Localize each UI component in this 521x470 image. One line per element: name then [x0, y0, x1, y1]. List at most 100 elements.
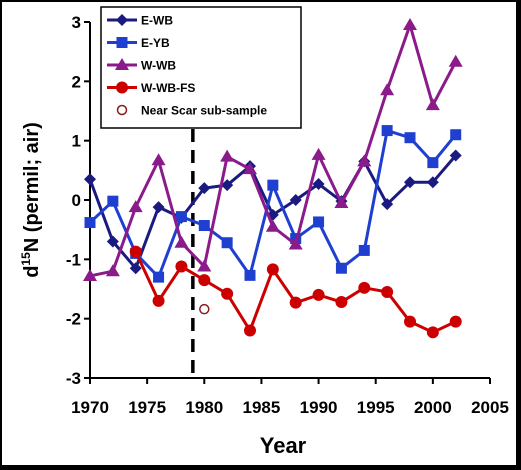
series-near-scar — [199, 303, 210, 315]
data-point — [175, 211, 187, 223]
data-point — [266, 263, 279, 276]
y-tick-label: -3 — [66, 369, 81, 388]
legend-marker — [116, 14, 128, 26]
legend-marker — [116, 104, 128, 116]
y-tick-label: 2 — [72, 72, 81, 91]
y-tick-label: 0 — [72, 191, 81, 210]
data-point — [426, 176, 439, 189]
y-tick-label: 1 — [72, 132, 81, 151]
legend-entry: W-WB-FS — [107, 81, 195, 95]
data-point — [151, 153, 166, 166]
data-point — [311, 147, 326, 160]
legend-entry: E-YB — [107, 36, 170, 50]
data-point — [83, 268, 97, 281]
legend-marker — [115, 58, 129, 70]
data-point — [450, 129, 462, 141]
data-point — [449, 149, 462, 162]
data-point — [381, 198, 394, 211]
data-point — [312, 177, 325, 190]
series-w-wb — [83, 17, 463, 281]
data-point — [243, 162, 257, 175]
data-point — [335, 262, 347, 274]
data-point — [357, 154, 372, 167]
data-point — [221, 237, 233, 249]
data-point — [221, 287, 234, 300]
x-axis-title: Year — [260, 433, 307, 458]
legend-label: W-WB-FS — [141, 81, 195, 95]
legend-label: Near Scar sub-sample — [141, 104, 267, 118]
data-point — [152, 201, 165, 214]
x-tick-label: 1990 — [300, 398, 338, 417]
y-tick-label: -1 — [66, 250, 81, 269]
data-point — [404, 176, 416, 189]
data-point — [334, 195, 349, 208]
data-point — [358, 281, 371, 294]
data-point — [129, 245, 142, 258]
data-point — [198, 220, 210, 232]
data-point — [404, 315, 416, 328]
data-point — [84, 173, 96, 186]
data-point — [174, 235, 189, 248]
x-tick-label: 1995 — [357, 398, 395, 417]
data-point — [381, 285, 394, 298]
data-point — [220, 149, 235, 162]
data-point — [358, 244, 370, 256]
data-point — [84, 217, 96, 229]
data-point — [335, 296, 348, 309]
chart: 3 2 1 0 -1 -2 -3 1970 1975 1980 1985 1990 1995 2000 20… — [19, 6, 509, 458]
x-tick-label: 1980 — [185, 398, 223, 417]
data-point — [403, 17, 417, 30]
series-e-yb — [84, 125, 462, 283]
legend-label: E-YB — [141, 36, 170, 50]
y-axis-title: d15N (permil; air) — [19, 122, 43, 278]
data-point — [265, 219, 280, 232]
data-point — [107, 195, 119, 207]
axes: 3 2 1 0 -1 -2 -3 1970 1975 1980 1985 1990 1995 2000 20… — [66, 13, 509, 417]
data-point — [381, 125, 393, 137]
data-point — [198, 274, 211, 287]
legend-entry: W-WB — [107, 58, 176, 73]
x-tick-label: 2005 — [471, 398, 509, 417]
data-point — [221, 179, 234, 192]
data-point — [289, 296, 302, 309]
data-point — [199, 303, 210, 315]
legend-entry: E-WB — [107, 14, 173, 28]
data-point — [312, 288, 325, 301]
data-point — [152, 294, 165, 307]
series-e-wb — [84, 149, 462, 275]
legend-marker — [116, 37, 128, 48]
data-point — [175, 260, 188, 273]
data-point — [105, 264, 120, 277]
data-point — [313, 216, 325, 228]
data-point — [448, 54, 463, 67]
data-point — [267, 179, 279, 191]
data-point — [380, 83, 395, 96]
data-point — [106, 235, 119, 248]
legend: E-WB E-YB W-WB W-WB-FS Near Scar sub-sample — [100, 6, 302, 129]
data-point — [449, 315, 462, 328]
x-tick-label: 1970 — [71, 398, 109, 417]
data-point — [128, 200, 143, 213]
legend-marker — [116, 81, 128, 94]
data-point — [425, 98, 440, 111]
series-line — [88, 129, 457, 279]
data-point — [198, 182, 211, 195]
data-point — [197, 259, 212, 272]
data-point — [427, 157, 439, 169]
data-point — [153, 271, 165, 283]
data-point — [288, 237, 303, 250]
legend-label: E-WB — [141, 14, 173, 28]
data-point — [426, 326, 439, 339]
y-tick-label: -2 — [66, 310, 81, 329]
x-tick-label: 2000 — [414, 398, 452, 417]
x-tick-label: 1985 — [243, 398, 281, 417]
data-point — [289, 194, 302, 206]
data-point — [404, 132, 416, 144]
data-point — [244, 269, 256, 281]
series-w-wb-fs — [129, 245, 462, 339]
x-tick-label: 1975 — [128, 398, 166, 417]
data-point — [244, 324, 256, 337]
data-point — [129, 262, 142, 275]
legend-entry: Near Scar sub-sample — [116, 104, 267, 118]
